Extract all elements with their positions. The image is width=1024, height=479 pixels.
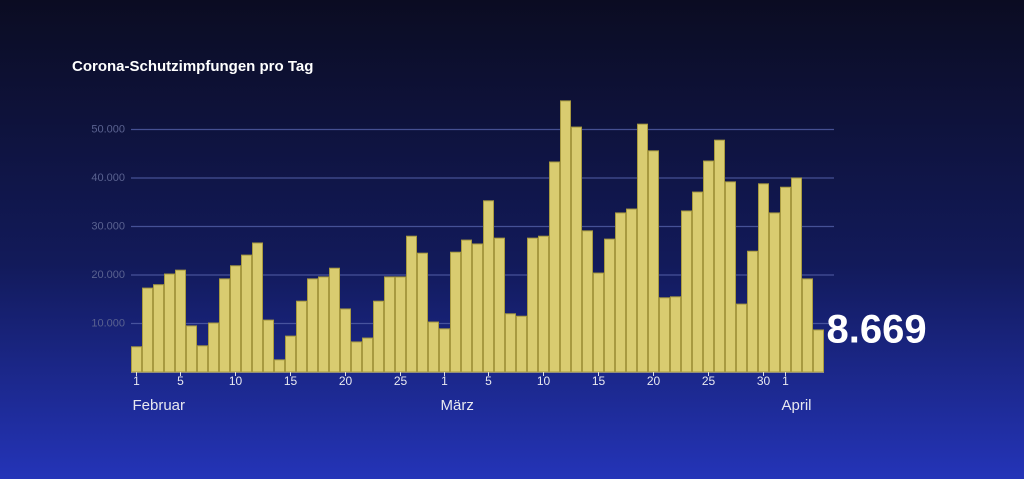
- bar: [670, 296, 681, 373]
- y-tick-label: 30.000: [91, 220, 125, 232]
- bar: [736, 303, 747, 373]
- bar: [263, 319, 274, 373]
- y-tick-label: 10.000: [91, 317, 125, 329]
- bar: [494, 237, 505, 373]
- bar: [714, 139, 725, 373]
- bar: [538, 235, 549, 373]
- bar: [186, 325, 197, 373]
- bar: [197, 345, 208, 373]
- x-tick-label: 1: [133, 374, 140, 388]
- x-tick-label: 30: [757, 374, 771, 388]
- bar: [604, 238, 615, 373]
- bar: [450, 251, 461, 373]
- bar: [791, 177, 802, 373]
- x-tick-label: 1: [782, 374, 789, 388]
- x-tick-label: 25: [394, 374, 408, 388]
- bar: [252, 242, 263, 373]
- bar: [472, 243, 483, 373]
- month-label: April: [782, 397, 812, 414]
- bar: [373, 300, 384, 373]
- bar: [362, 337, 373, 373]
- bar: [406, 235, 417, 373]
- x-tick-label: 1: [441, 374, 448, 388]
- bar: [175, 269, 186, 373]
- bar: [417, 252, 428, 373]
- bar: [593, 272, 604, 373]
- bar: [142, 287, 153, 373]
- bar: [318, 276, 329, 373]
- bar: [769, 212, 780, 373]
- month-label: März: [441, 397, 474, 414]
- bar: [758, 183, 769, 373]
- y-tick-label: 20.000: [91, 269, 125, 281]
- bar: [648, 150, 659, 373]
- bar: [439, 328, 450, 373]
- bar: [692, 191, 703, 373]
- bar: [230, 265, 241, 373]
- bar: [351, 341, 362, 373]
- bar: [681, 210, 692, 373]
- bar: [241, 254, 252, 373]
- bar: [626, 208, 637, 373]
- bar: [703, 160, 714, 373]
- x-tick-label: 15: [592, 374, 606, 388]
- bar: [153, 284, 164, 373]
- value-label: 8.669: [827, 308, 927, 352]
- bar: [527, 237, 538, 373]
- x-tick-label: 5: [485, 374, 492, 388]
- x-tick-label: 10: [229, 374, 243, 388]
- bar: [395, 276, 406, 373]
- bar: [516, 315, 527, 373]
- bar: [659, 297, 670, 373]
- bar: [582, 230, 593, 373]
- bar: [637, 123, 648, 373]
- bar: [802, 278, 813, 373]
- bar: [505, 313, 516, 373]
- bar: [208, 322, 219, 373]
- bar: [549, 161, 560, 373]
- bar: [307, 278, 318, 373]
- bar: [219, 278, 230, 373]
- bar: [483, 200, 494, 373]
- bar: [329, 267, 340, 373]
- bar: [560, 100, 571, 373]
- x-tick-label: 5: [177, 374, 184, 388]
- bar: [725, 181, 736, 373]
- bar: [813, 329, 824, 373]
- bar: [164, 273, 175, 373]
- x-tick-label: 20: [647, 374, 661, 388]
- bar: [780, 186, 791, 373]
- bar: [461, 239, 472, 373]
- bar: [747, 250, 758, 373]
- x-tick-label: 20: [339, 374, 353, 388]
- bar: [131, 346, 142, 373]
- x-tick-label: 15: [284, 374, 298, 388]
- bar: [571, 126, 582, 373]
- bar: [428, 321, 439, 373]
- bar: [615, 212, 626, 373]
- bar: [340, 308, 351, 373]
- bar: [274, 359, 285, 373]
- y-tick-label: 50.000: [91, 123, 125, 135]
- x-tick-label: 25: [702, 374, 716, 388]
- bar: [285, 335, 296, 373]
- bar: [384, 276, 395, 373]
- bar: [296, 300, 307, 373]
- x-tick-label: 10: [537, 374, 551, 388]
- month-label: Februar: [133, 397, 186, 414]
- y-tick-label: 40.000: [91, 172, 125, 184]
- chart-title: Corona-Schutzimpfungen pro Tag: [72, 58, 313, 75]
